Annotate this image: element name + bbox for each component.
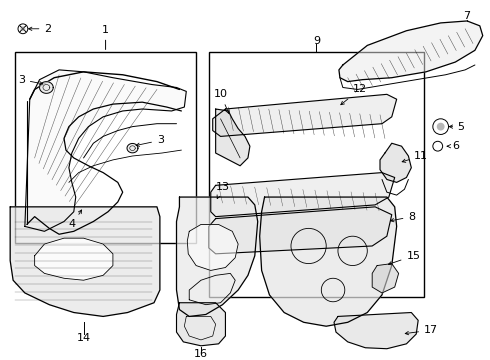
- Text: 3: 3: [18, 75, 43, 85]
- Circle shape: [21, 26, 25, 31]
- Polygon shape: [35, 238, 113, 280]
- Text: 17: 17: [405, 325, 438, 335]
- Text: 5: 5: [457, 122, 465, 132]
- Polygon shape: [216, 109, 250, 166]
- Text: 7: 7: [464, 11, 471, 21]
- Polygon shape: [127, 143, 138, 153]
- Text: 12: 12: [341, 85, 367, 105]
- Text: 4: 4: [69, 210, 81, 229]
- Bar: [15, 52, 196, 243]
- Polygon shape: [372, 264, 398, 293]
- Text: 14: 14: [76, 333, 91, 343]
- Polygon shape: [25, 70, 186, 231]
- Polygon shape: [176, 197, 258, 316]
- Text: 16: 16: [194, 348, 208, 359]
- Text: 13: 13: [216, 182, 229, 199]
- Circle shape: [437, 123, 444, 131]
- Polygon shape: [209, 207, 392, 254]
- Polygon shape: [187, 225, 238, 270]
- Text: 9: 9: [313, 36, 320, 45]
- Polygon shape: [260, 197, 396, 326]
- Text: 10: 10: [214, 89, 229, 113]
- Text: 2: 2: [28, 24, 51, 34]
- Polygon shape: [213, 94, 396, 136]
- Polygon shape: [176, 303, 225, 346]
- Text: 1: 1: [102, 24, 109, 49]
- Text: 15: 15: [389, 251, 420, 265]
- Polygon shape: [211, 172, 394, 217]
- Polygon shape: [380, 143, 411, 183]
- Polygon shape: [334, 312, 418, 349]
- Polygon shape: [10, 207, 160, 316]
- Text: 3: 3: [136, 135, 164, 147]
- Text: 11: 11: [402, 151, 428, 162]
- Text: 8: 8: [391, 212, 416, 222]
- Bar: [209, 52, 424, 297]
- Text: 6: 6: [452, 141, 460, 151]
- Polygon shape: [339, 21, 483, 82]
- Polygon shape: [40, 82, 53, 93]
